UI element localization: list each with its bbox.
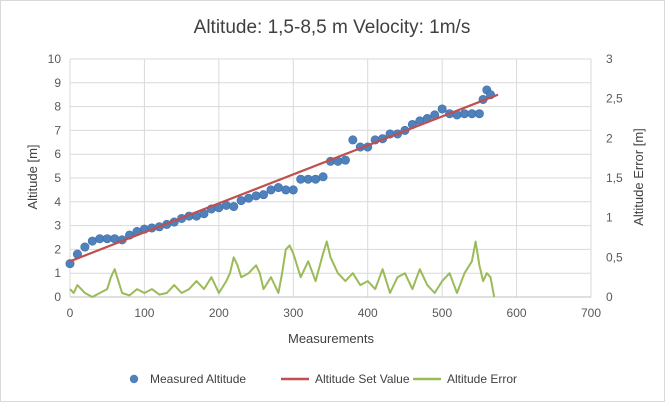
data-point-measured-altitude	[236, 196, 246, 206]
data-point-measured-altitude	[303, 174, 313, 184]
x-tick-label: 0	[67, 306, 74, 320]
chart-title: Altitude: 1,5-8,5 m Velocity: 1m/s	[194, 17, 471, 38]
y-tick-label: 4	[54, 195, 61, 209]
series-layer	[65, 85, 499, 298]
y2-tick-label: 1	[606, 211, 613, 225]
data-point-measured-altitude	[467, 109, 477, 119]
x-axis-title: Measurements	[288, 331, 374, 346]
data-point-measured-altitude	[273, 183, 283, 193]
y-tick-label: 2	[54, 242, 61, 256]
data-point-measured-altitude	[229, 202, 239, 212]
y2-tick-label: 2,5	[606, 92, 623, 106]
legend-item-measured-altitude: Measured Altitude	[129, 372, 246, 386]
data-point-measured-altitude	[244, 193, 254, 203]
legend-label: Altitude Error	[447, 372, 517, 386]
data-point-measured-altitude	[459, 109, 469, 119]
data-point-measured-altitude	[348, 135, 358, 145]
data-point-measured-altitude	[437, 104, 447, 114]
y2-tick-label: 0,5	[606, 250, 623, 264]
y-tick-label: 10	[48, 52, 62, 66]
data-point-measured-altitude	[311, 174, 321, 184]
y2-tick-label: 3	[606, 52, 613, 66]
y-tick-label: 1	[54, 266, 61, 280]
y-tick-label: 8	[54, 100, 61, 114]
data-point-measured-altitude	[474, 109, 484, 119]
data-point-measured-altitude	[251, 191, 261, 201]
x-tick-label: 300	[283, 306, 303, 320]
data-point-measured-altitude	[318, 172, 328, 182]
x-tick-label: 600	[507, 306, 527, 320]
series-measured-altitude	[65, 85, 496, 269]
x-tick-label: 500	[432, 306, 452, 320]
data-point-measured-altitude	[102, 234, 112, 244]
legend-item-altitude-set-value: Altitude Set Value	[281, 372, 410, 386]
data-point-measured-altitude	[296, 174, 306, 184]
legend-item-altitude-error: Altitude Error	[413, 372, 517, 386]
data-point-measured-altitude	[340, 155, 350, 165]
y-tick-label: 0	[54, 290, 61, 304]
series-altitude-set-value-line	[69, 93, 499, 263]
y-axis-title: Altitude [m]	[25, 144, 40, 209]
data-point-measured-altitude	[95, 234, 105, 244]
legend-label: Measured Altitude	[150, 372, 246, 386]
legend: Measured Altitude Altitude Set Value Altit…	[129, 372, 517, 386]
y-tick-label: 3	[54, 219, 61, 233]
data-point-measured-altitude	[266, 185, 276, 195]
y-tick-label: 7	[54, 123, 61, 137]
data-point-measured-altitude	[288, 185, 298, 195]
y2-tick-label: 1,5	[606, 171, 623, 185]
data-point-measured-altitude	[87, 236, 97, 246]
data-point-measured-altitude	[259, 190, 269, 200]
y2-tick-label: 2	[606, 131, 613, 145]
y2-axis-title: Altitude Error [m]	[631, 128, 646, 226]
grid-layer	[69, 58, 592, 298]
x-tick-label: 100	[134, 306, 154, 320]
legend-label: Altitude Set Value	[315, 372, 410, 386]
x-tick-label: 700	[581, 306, 601, 320]
y-tick-label: 9	[54, 76, 61, 90]
x-tick-label: 200	[209, 306, 229, 320]
x-tick-label: 400	[358, 306, 378, 320]
y-tick-label: 6	[54, 147, 61, 161]
y2-tick-label: 0	[606, 290, 613, 304]
series-altitude-error-line	[69, 240, 496, 298]
data-point-measured-altitude	[80, 242, 90, 252]
y-tick-label: 5	[54, 171, 61, 185]
legend-marker-dot	[129, 374, 139, 384]
data-point-measured-altitude	[281, 185, 291, 195]
